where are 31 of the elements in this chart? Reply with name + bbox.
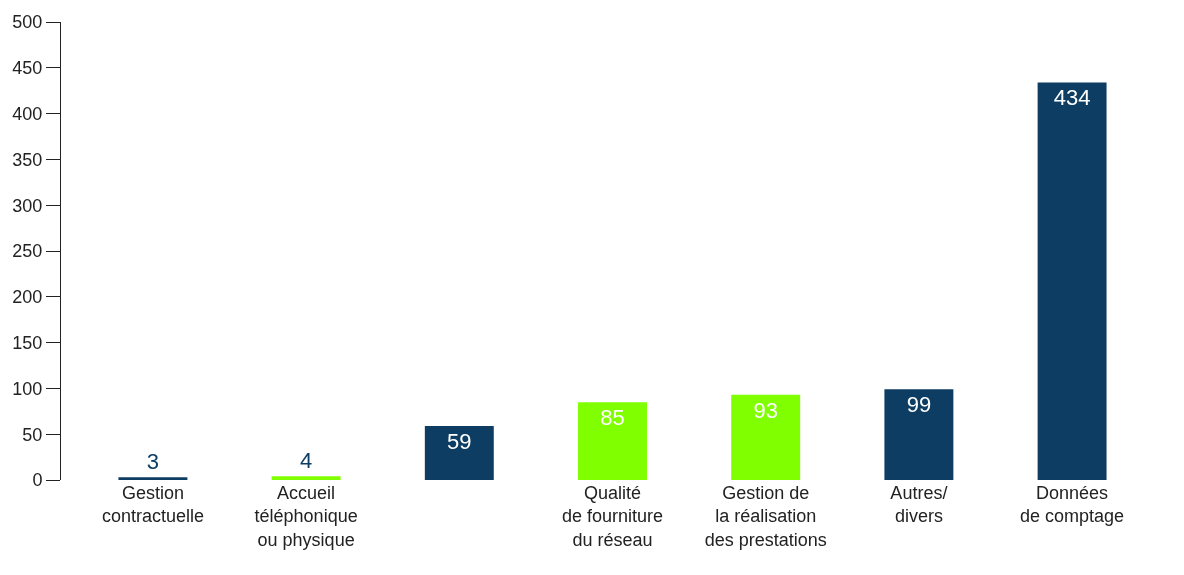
y-tick-label: 100 [12, 378, 43, 399]
y-tick-label: 250 [12, 241, 43, 262]
y-tick-label: 50 [22, 424, 43, 445]
y-tick-label: 500 [12, 12, 43, 33]
bar [271, 476, 341, 480]
y-tick-label: 300 [12, 195, 43, 216]
y-tick-label: 150 [12, 332, 43, 353]
data-label: 59 [447, 428, 472, 454]
x-tick-label: Qualité de fourniture du réseau [561, 483, 664, 550]
y-tick-label: 200 [12, 287, 43, 308]
x-tick-label: Accueil téléphonique ou physique [254, 483, 358, 550]
x-tick-label: Gestion contractuelle [101, 483, 204, 527]
x-tick-label: Autres/ divers [890, 483, 948, 527]
data-label: 4 [299, 448, 313, 474]
data-label: 85 [600, 405, 625, 431]
data-label: 434 [1053, 85, 1091, 111]
bar [118, 477, 188, 480]
y-tick-label: 400 [12, 103, 43, 124]
bar [1037, 82, 1107, 480]
data-label: 99 [906, 392, 932, 418]
bar [884, 389, 954, 480]
y-tick-label: 0 [32, 470, 43, 491]
bar [578, 402, 647, 480]
data-label: 3 [146, 449, 160, 475]
data-label: 93 [753, 397, 778, 423]
bar [424, 425, 494, 480]
x-tick-label: Gestion de la réalisation des prestations [704, 483, 827, 550]
bar [731, 394, 801, 480]
x-tick-label: Données de comptage [1020, 483, 1125, 527]
y-tick-label: 350 [12, 149, 43, 170]
y-tick-label: 450 [12, 58, 43, 79]
